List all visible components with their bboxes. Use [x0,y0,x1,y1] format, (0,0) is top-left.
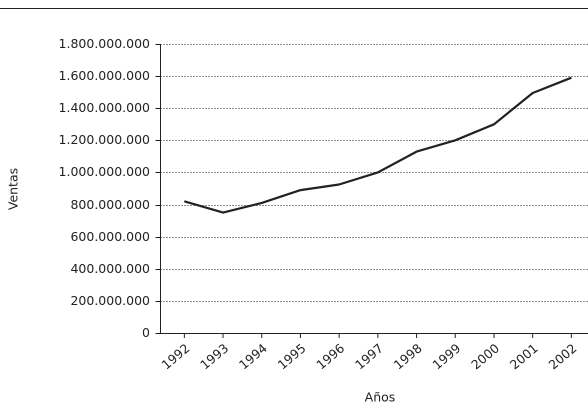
y-tick-label: 800.000.000 [70,197,150,212]
y-tick-label: 600.000.000 [70,229,150,244]
y-tick-label: 1.000.000.000 [59,164,150,179]
y-tick-label: 1.200.000.000 [59,132,150,147]
line-series [183,76,572,214]
x-tick-label: 1993 [197,340,231,372]
x-tick-label: 1994 [236,340,270,372]
x-tick-label: 2000 [468,340,502,372]
y-tick-label: 200.000.000 [70,293,150,308]
x-axis-label: Años [365,390,396,405]
y-tick-label: 1.400.000.000 [59,100,150,115]
y-tick-label: 1.600.000.000 [59,68,150,83]
x-tick-label: 2002 [546,340,580,372]
y-tick-label: 1.800.000.000 [59,36,150,51]
x-tick-label: 1995 [275,340,309,372]
x-tick-label: 1996 [313,340,347,372]
x-tick-label: 1999 [429,340,463,372]
y-tick-label: 400.000.000 [70,261,150,276]
x-tick-label: 1998 [391,340,425,372]
x-tick-label: 2001 [507,340,541,372]
x-tick-label: 1997 [352,340,386,372]
x-tick-label: 1992 [159,340,193,372]
y-tick-label: 0 [142,325,150,340]
y-axis-label: Ventas [6,168,21,210]
